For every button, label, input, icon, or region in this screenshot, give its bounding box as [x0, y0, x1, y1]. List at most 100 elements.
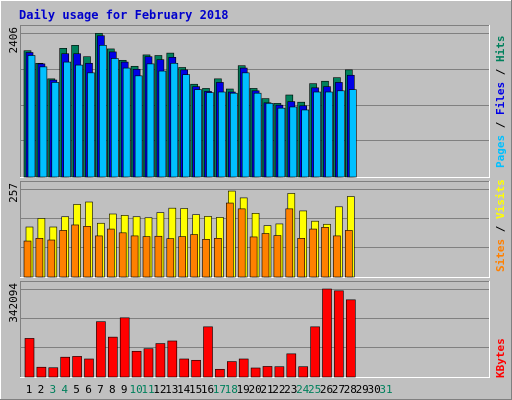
bar-kbytes-day-13: [167, 340, 178, 378]
bar-sites-day-23: [285, 208, 294, 278]
bar-pages-day-10: [134, 75, 143, 178]
x-tick-label-day-1: 1: [26, 383, 33, 396]
x-tick-label-day-5: 5: [73, 383, 80, 396]
bar-kbytes-day-27: [334, 290, 344, 378]
x-tick-label-day-23: 23: [284, 383, 297, 396]
bar-pages-day-12: [158, 70, 167, 178]
bar-kbytes-day-7: [96, 321, 106, 378]
x-tick-label-day-8: 8: [109, 383, 116, 396]
x-tick-label-day-12: 12: [153, 383, 166, 396]
legend-item-hits: Hits: [494, 36, 507, 63]
x-tick-label-day-27: 27: [332, 383, 345, 396]
bar-sites-day-20: [249, 236, 258, 278]
bar-kbytes-day-21: [262, 366, 273, 378]
bar-sites-day-25: [309, 228, 317, 278]
legend-item-pages: Pages: [494, 135, 507, 168]
bar-pages-day-22: [277, 107, 286, 178]
bar-pages-day-14: [182, 74, 190, 178]
bar-kbytes-day-25: [310, 326, 320, 378]
bar-sites-day-24: [297, 238, 306, 278]
x-tick-label-day-20: 20: [248, 383, 261, 396]
bar-kbytes-day-10: [131, 350, 142, 378]
x-tick-label-day-10: 10: [129, 383, 142, 396]
bar-kbytes-day-16: [203, 326, 213, 378]
x-tick-label-day-13: 13: [165, 383, 178, 396]
y-axis-max-label-top: 2406: [7, 27, 20, 54]
bar-pages-day-26: [325, 91, 333, 178]
x-tick-label-day-24: 24: [296, 383, 310, 396]
x-tick-label-day-3: 3: [49, 383, 56, 396]
bar-pages-day-6: [87, 72, 95, 178]
x-tick-label-day-2: 2: [38, 383, 45, 396]
bar-sites-day-9: [118, 232, 127, 278]
bar-kbytes-day-26: [322, 288, 332, 378]
bar-pages-day-25: [313, 91, 321, 178]
bar-sites-day-26: [321, 227, 329, 278]
bar-pages-day-4: [63, 61, 72, 178]
bar-sites-day-6: [83, 226, 91, 278]
bar-sites-day-8: [107, 228, 115, 278]
bar-kbytes-day-1: [24, 338, 35, 378]
bar-pages-day-11: [146, 63, 155, 178]
legend-item-kbytes: KBytes: [494, 338, 507, 378]
bar-sites-day-11: [142, 236, 151, 278]
bar-pages-day-28: [348, 89, 357, 178]
bar-kbytes-day-22: [274, 366, 285, 378]
bar-sites-day-28: [344, 230, 353, 278]
x-tick-label-day-4: 4: [61, 383, 68, 396]
bar-kbytes-day-2: [36, 366, 47, 378]
bar-pages-day-5: [75, 64, 83, 178]
bar-sites-day-21: [261, 233, 270, 278]
x-tick-label-day-17: 17: [213, 383, 226, 396]
bar-kbytes-day-14: [179, 358, 189, 378]
bar-kbytes-day-12: [155, 343, 166, 378]
bar-kbytes-day-15: [191, 359, 201, 378]
x-tick-label-day-7: 7: [97, 383, 104, 396]
chart-bars: [23, 33, 357, 378]
bar-sites-day-5: [71, 224, 79, 278]
bar-sites-day-19: [237, 208, 246, 278]
y-axis-max-label-bot: 342094: [7, 283, 20, 323]
bar-pages-day-3: [51, 82, 60, 178]
bar-kbytes-day-17: [215, 368, 225, 378]
bar-sites-day-16: [202, 239, 210, 278]
bar-kbytes-day-9: [119, 317, 130, 378]
bar-pages-day-23: [289, 106, 298, 178]
bar-pages-day-15: [194, 89, 202, 178]
bar-kbytes-day-6: [84, 358, 94, 378]
bar-sites-day-13: [166, 238, 175, 278]
bar-kbytes-day-3: [48, 367, 59, 378]
bar-sites-day-27: [333, 235, 341, 278]
bar-kbytes-day-24: [298, 366, 309, 378]
legend-top: Pages / Files / Hits: [494, 36, 507, 169]
bar-kbytes-day-8: [108, 336, 118, 378]
x-tick-label-day-9: 9: [121, 383, 128, 396]
x-tick-label-day-30: 30: [367, 383, 380, 396]
bar-sites-day-7: [95, 235, 103, 278]
bar-pages-day-2: [39, 66, 48, 178]
x-tick-label-day-11: 11: [141, 383, 154, 396]
bar-sites-day-10: [130, 235, 139, 278]
bar-pages-day-17: [218, 91, 226, 178]
x-tick-label-day-25: 25: [308, 383, 321, 396]
x-tick-label-day-29: 29: [356, 383, 369, 396]
bar-kbytes-day-11: [143, 348, 154, 378]
bar-sites-day-15: [190, 234, 198, 278]
x-tick-label-day-16: 16: [201, 383, 214, 396]
x-tick-label-day-26: 26: [320, 383, 333, 396]
x-tick-label-day-15: 15: [189, 383, 202, 396]
legend-item-visits: Visits: [494, 179, 507, 219]
bar-sites-day-14: [178, 236, 186, 278]
bar-pages-day-1: [27, 55, 36, 178]
bar-sites-day-17: [214, 238, 222, 278]
legend-item-sites: Sites: [494, 239, 507, 272]
bar-pages-day-18: [230, 92, 238, 178]
bar-pages-day-16: [206, 92, 214, 178]
x-tick-label-day-21: 21: [260, 383, 273, 396]
legends: Pages / Files / Hits Sites / Visits KBytes: [494, 36, 507, 379]
bar-kbytes-day-28: [345, 299, 356, 378]
bar-pages-day-7: [99, 45, 107, 178]
bar-sites-day-22: [273, 235, 282, 278]
bar-sites-day-3: [47, 239, 56, 278]
bar-kbytes-day-5: [72, 356, 82, 378]
